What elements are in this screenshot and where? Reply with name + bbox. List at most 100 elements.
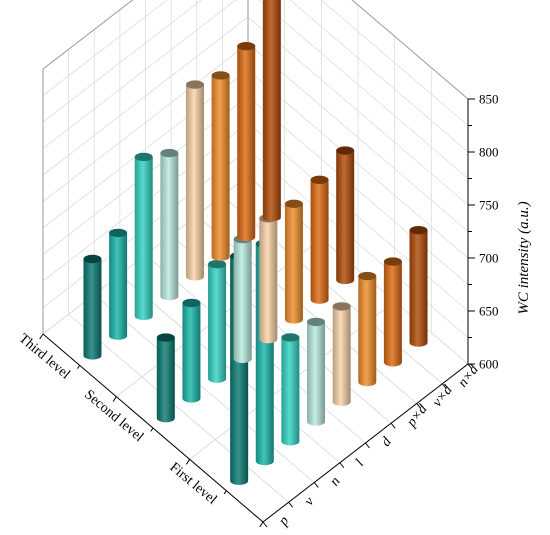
floor-gridline <box>68 313 289 503</box>
factor-label: v×d <box>430 382 456 410</box>
bar-top <box>237 41 256 51</box>
level-tick <box>185 459 191 465</box>
z-tick-label: 700 <box>479 251 499 266</box>
bar-top <box>211 71 230 80</box>
bar <box>307 317 326 426</box>
z-tick-label: 800 <box>479 145 499 160</box>
bar-body <box>307 321 326 426</box>
factor-tick <box>262 521 268 528</box>
bar <box>409 225 428 347</box>
bar-body <box>211 75 230 261</box>
bar <box>310 175 329 304</box>
bar-body <box>332 306 351 406</box>
bar <box>182 298 201 403</box>
bar-body <box>185 84 204 281</box>
bar <box>109 228 128 340</box>
bar <box>208 259 227 383</box>
chart-bars <box>83 0 428 485</box>
bar-body <box>160 153 179 301</box>
bar-top <box>281 333 300 342</box>
factor-label: d <box>379 434 396 450</box>
bar-top <box>336 146 355 155</box>
bar-body <box>109 232 128 340</box>
level-tick <box>77 365 81 369</box>
factor-label: n <box>327 474 343 489</box>
bar <box>336 146 355 285</box>
bar <box>211 71 230 261</box>
level-label: First level <box>167 460 220 508</box>
bar <box>237 41 256 242</box>
bar-top <box>307 317 326 327</box>
bar-top <box>208 259 227 269</box>
floor-gridline <box>145 254 366 444</box>
level-tick <box>223 490 227 495</box>
bar <box>185 80 204 281</box>
bar-body <box>259 218 278 344</box>
factor-tick <box>313 482 319 488</box>
chart-grid <box>42 0 469 365</box>
wall-edge <box>351 0 469 100</box>
level-label: Third level <box>16 331 73 382</box>
z-tick-label: 650 <box>479 304 499 319</box>
bar <box>281 333 300 446</box>
factor-tick <box>365 442 370 449</box>
bar <box>156 333 175 423</box>
bar-top <box>409 225 428 235</box>
factor-tick <box>339 462 345 469</box>
bar-body <box>383 261 402 367</box>
bar-top <box>83 254 102 264</box>
bar-top <box>284 199 303 209</box>
bar-top <box>182 298 201 308</box>
floor-gridline <box>170 234 392 424</box>
factor-label: v <box>302 494 318 509</box>
bar-body <box>237 46 256 242</box>
bar-body <box>156 337 175 423</box>
bar-top <box>358 271 377 281</box>
floor-gridline <box>196 215 418 404</box>
bar-body <box>409 230 428 347</box>
chart-floor <box>42 175 469 523</box>
bar-body <box>182 302 201 403</box>
bar <box>83 254 102 360</box>
bar-body <box>233 239 252 364</box>
level-label: Second level <box>81 387 146 445</box>
bar-top <box>109 228 128 238</box>
bar-top <box>332 302 351 311</box>
factor-tick <box>441 383 447 390</box>
bar-top <box>185 80 204 89</box>
bar-top <box>383 257 402 266</box>
level-tick <box>112 396 117 402</box>
level-tick <box>150 427 154 432</box>
factor-label: p <box>276 514 293 530</box>
bar-body <box>336 150 355 285</box>
floor-gridline <box>93 294 315 483</box>
bar-body <box>284 203 303 324</box>
bar-body <box>134 156 153 321</box>
bar <box>160 148 179 301</box>
bar <box>134 152 153 321</box>
floor-gridline <box>119 274 341 464</box>
bar <box>259 214 278 344</box>
bar-top <box>160 148 179 158</box>
factor-tick <box>467 363 473 370</box>
level-tick <box>39 333 44 340</box>
level-tick <box>259 521 264 528</box>
factor-label: p×d <box>404 401 431 430</box>
bar <box>262 0 281 222</box>
z-axis-title: WC intensity (a.u.) <box>516 201 532 314</box>
bar-top <box>156 333 175 342</box>
wall-edge <box>42 0 134 70</box>
bar-body <box>208 264 227 383</box>
factor-label: l <box>353 457 367 469</box>
bar-body <box>358 276 377 387</box>
factor-tick <box>390 422 396 429</box>
bar-body <box>83 258 102 360</box>
bar <box>332 302 351 406</box>
bar-body <box>281 337 300 446</box>
bar-body <box>262 0 281 222</box>
z-tick-label: 850 <box>479 92 499 107</box>
z-tick-label: 750 <box>479 198 499 213</box>
bar-body <box>310 179 329 304</box>
bar-top <box>310 175 329 185</box>
